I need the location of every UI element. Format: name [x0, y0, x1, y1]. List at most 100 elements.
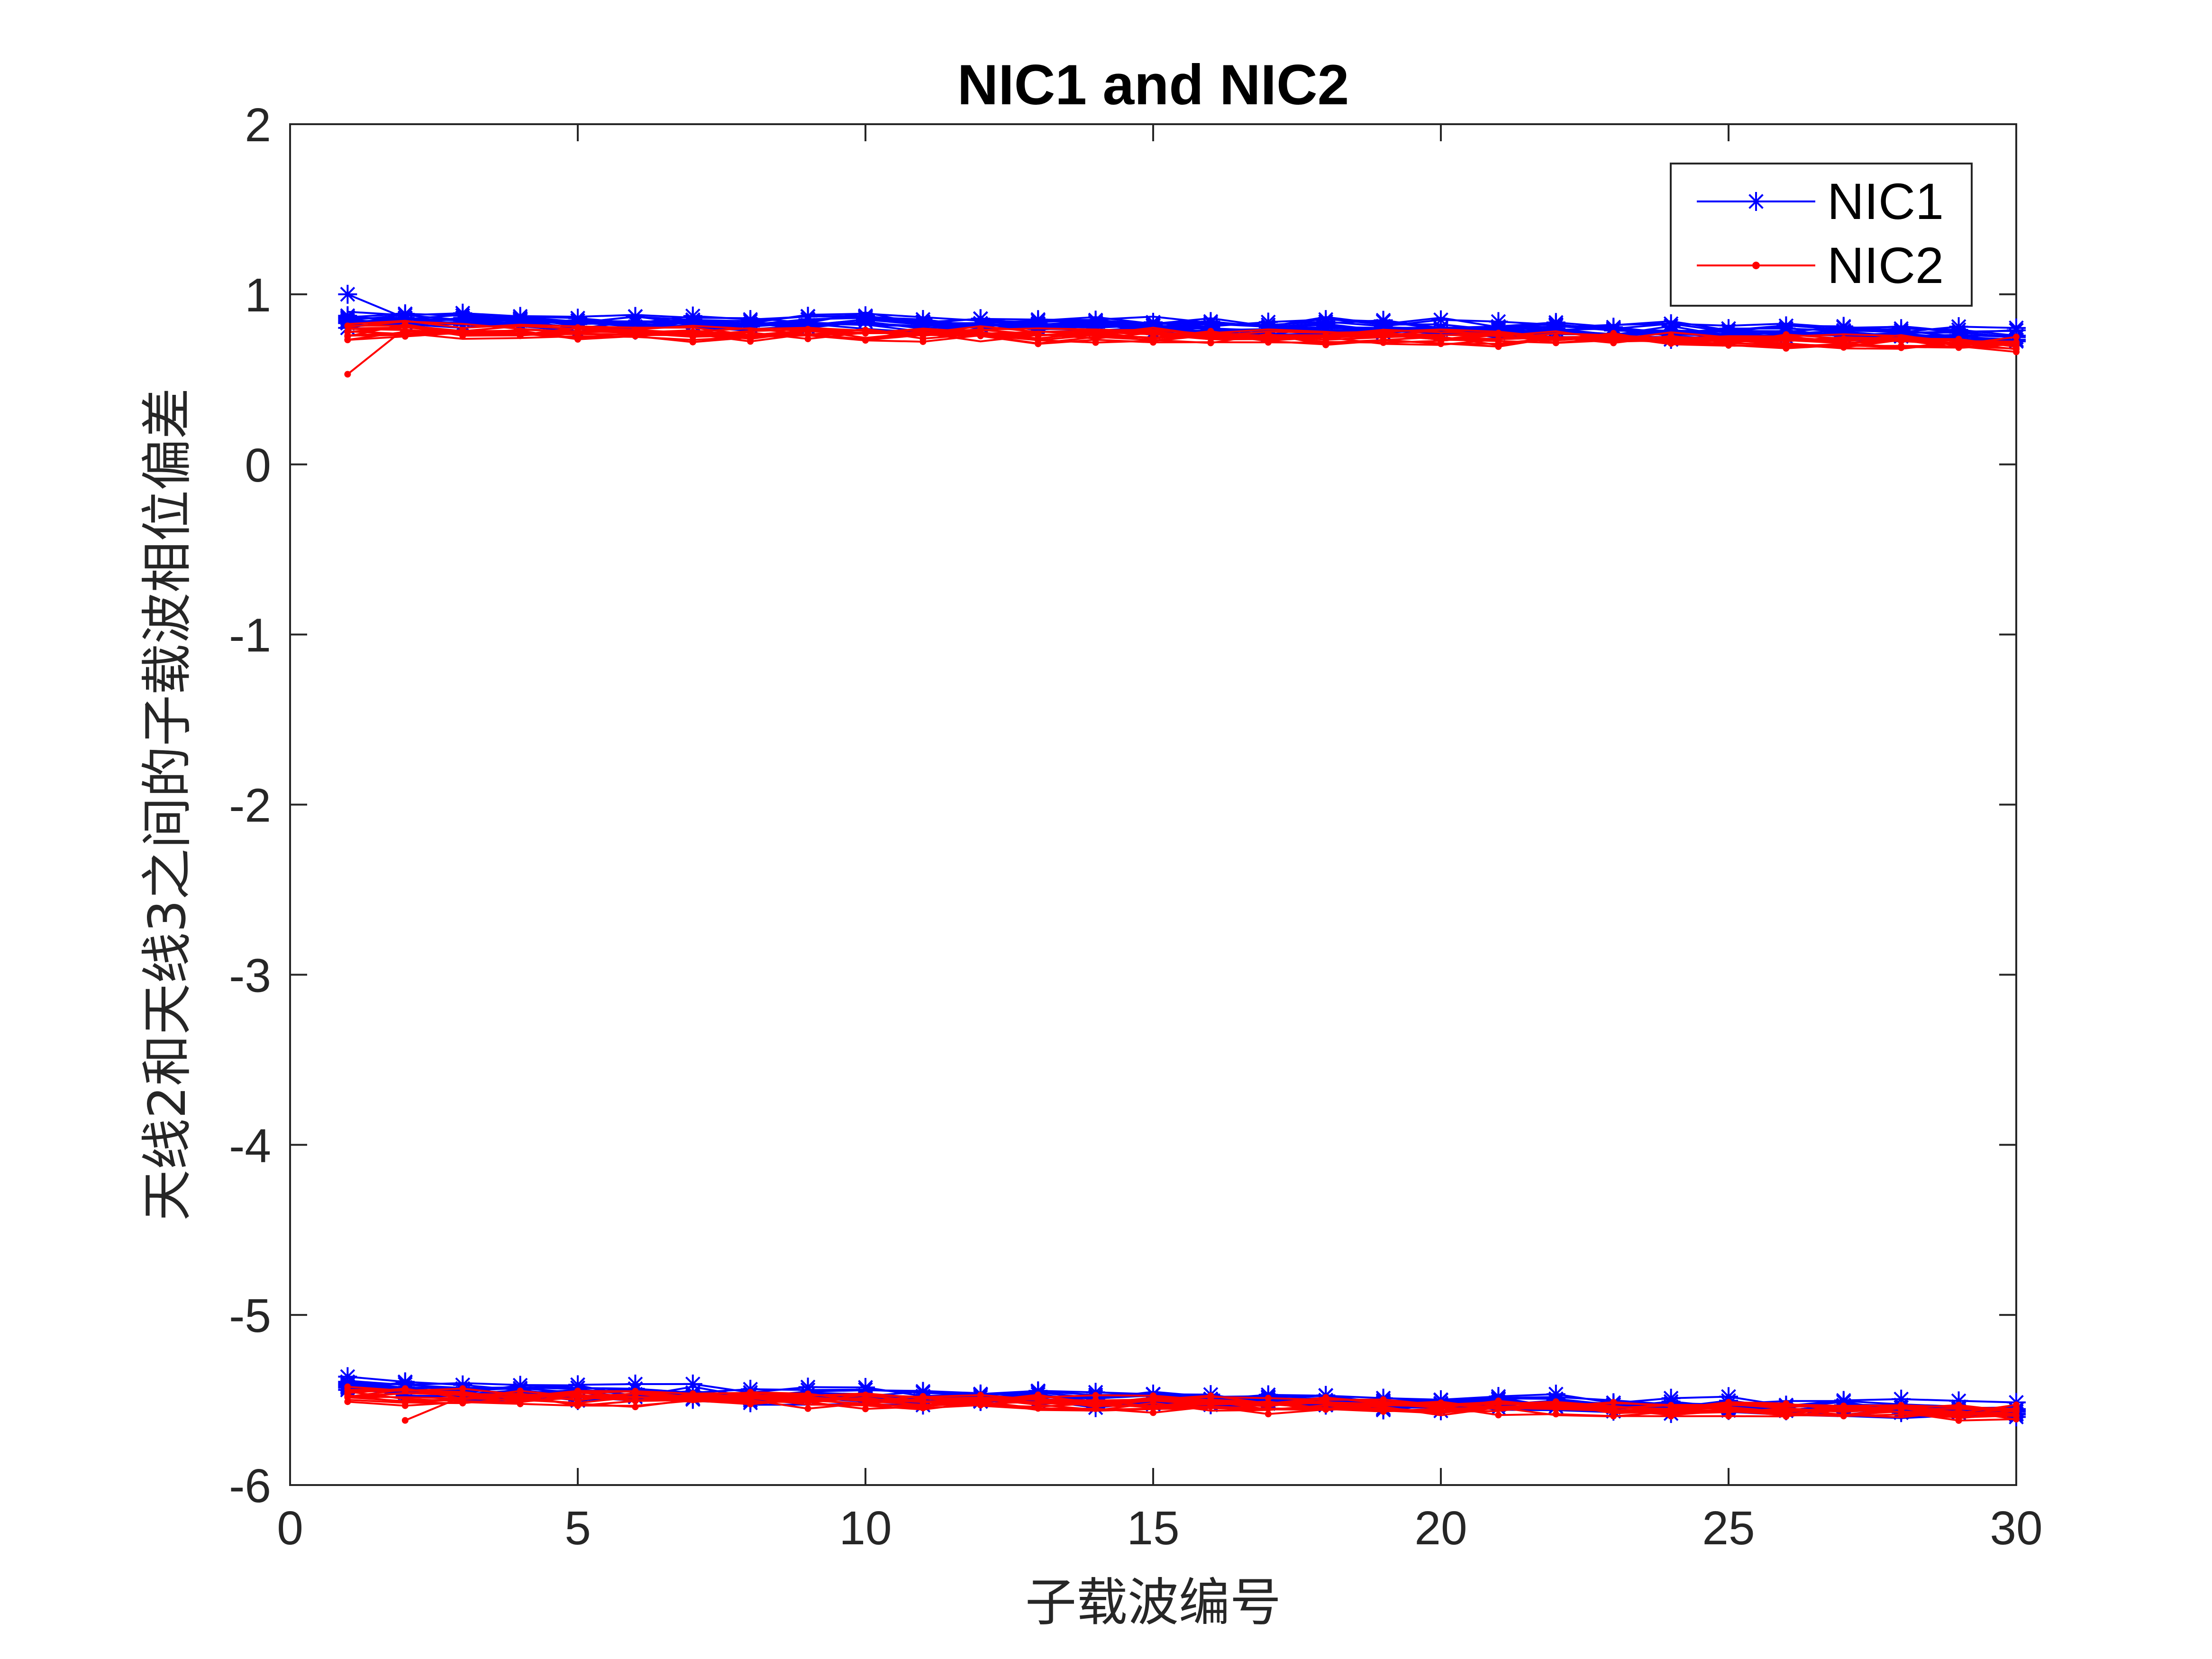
- x-tick-label: 15: [1127, 1502, 1179, 1555]
- series-nic2-point: [804, 335, 811, 342]
- y-axis-label: 天线2和天线3之间的子载波相位偏差: [138, 388, 197, 1221]
- y-tick-label: -2: [229, 779, 271, 832]
- series-nic2-point: [747, 329, 754, 336]
- series-nic2-point: [344, 337, 351, 344]
- series-nic2-point: [689, 330, 696, 337]
- series-nic2-point: [1438, 1407, 1444, 1414]
- series-nic2-point: [1955, 336, 1962, 343]
- series-nic2-point: [1207, 328, 1214, 335]
- series-nic2-point: [1783, 1400, 1790, 1407]
- series-nic2-point: [977, 332, 984, 339]
- outlier-segment: [347, 293, 406, 319]
- series-nic2-point: [2013, 333, 2020, 340]
- series-nic2-point: [1380, 1407, 1387, 1414]
- series-nic2-line: [347, 1394, 2017, 1422]
- series-nic2-point: [2013, 1416, 2020, 1423]
- series-nic2-point: [1610, 1413, 1617, 1420]
- series-nic2-point: [2013, 1404, 2020, 1412]
- series-nic2-point: [459, 1395, 466, 1402]
- series-nic2-point: [1150, 1409, 1156, 1416]
- series-nic2-point: [804, 326, 811, 333]
- series-nic2-point: [862, 1405, 869, 1413]
- series-nic2-point: [1783, 335, 1790, 342]
- series-nic2-point: [919, 338, 927, 345]
- series-nic2-point: [2013, 343, 2020, 350]
- series-nic2-line: [347, 330, 2017, 353]
- series-nic2-point: [632, 329, 639, 336]
- series-nic2-point: [1495, 1412, 1502, 1419]
- series-nic2-point: [1610, 335, 1617, 342]
- outlier-point: [401, 1417, 409, 1424]
- legend-nic2-label: NIC2: [1827, 237, 1944, 294]
- series-nic2-point: [1955, 1411, 1962, 1418]
- chart-title: NIC1 and NIC2: [957, 53, 1349, 117]
- series-nic1-point: [338, 306, 357, 326]
- outlier-point: [344, 371, 351, 378]
- outlier-point: [338, 284, 357, 304]
- series-nic2-line: [347, 332, 2017, 350]
- y-tick-label: -6: [229, 1459, 271, 1513]
- y-tick-label: -5: [229, 1289, 271, 1342]
- legend-nic1-marker: [1747, 192, 1766, 211]
- series-nic1-point: [1029, 314, 1048, 333]
- y-tick-label: -3: [229, 949, 271, 1002]
- series-nic2-point: [1035, 340, 1042, 347]
- x-axis-label: 子载波编号: [1025, 1573, 1281, 1632]
- series-nic2-point: [804, 1390, 811, 1397]
- legend-nic1-label: NIC1: [1827, 173, 1944, 230]
- series-nic2-line: [347, 1391, 2017, 1416]
- series-nic2-point: [344, 1383, 351, 1390]
- series-nic2-point: [804, 1405, 811, 1412]
- series-nic2-point: [1725, 1413, 1732, 1420]
- series-nic2-point: [1898, 342, 1905, 349]
- series-nic2-point: [1092, 333, 1099, 340]
- series-nic2-point: [862, 327, 869, 334]
- series-nic2-line: [347, 326, 2017, 349]
- series-nic2-point: [1265, 330, 1272, 337]
- x-tick-label: 20: [1414, 1502, 1467, 1555]
- series-nic2-point: [1955, 1402, 1962, 1409]
- x-tick-label: 25: [1702, 1502, 1755, 1555]
- series-nic2-point: [1380, 337, 1387, 344]
- series-nic1-line: [347, 1376, 2017, 1407]
- series-nic2-point: [459, 329, 466, 336]
- series-nic2-point: [401, 1398, 409, 1405]
- tick-layer: 0 5 10 15 20 25 30 -6 -5 -4 -3 -2 -1 0 1 2: [229, 99, 2043, 1555]
- series-nic2-point: [1092, 1396, 1099, 1404]
- series-nic2-point: [1552, 1411, 1559, 1418]
- series-nic2-point: [1495, 1397, 1502, 1404]
- series-layer: [338, 284, 2026, 1427]
- series-nic2-point: [632, 1395, 639, 1402]
- series-nic2-point: [344, 1394, 351, 1401]
- outlier-segment: [405, 1395, 463, 1422]
- series-nic2-point: [1322, 1398, 1329, 1405]
- series-nic2-point: [1552, 1405, 1559, 1413]
- series-nic2-point: [1265, 1395, 1272, 1402]
- series-nic2-point: [1783, 1410, 1790, 1417]
- series-nic2-point: [1207, 1396, 1214, 1403]
- series-nic2-point: [1092, 339, 1099, 346]
- series-nic2-point: [2013, 348, 2020, 356]
- series-nic2-point: [1725, 340, 1732, 347]
- y-tick-label: -4: [229, 1119, 271, 1172]
- series-nic2: [344, 319, 2020, 1424]
- y-tick-label: 1: [245, 269, 271, 322]
- series-nic2-point: [747, 1401, 754, 1408]
- series-nic2-point: [919, 1404, 927, 1412]
- series-nic2-point: [1610, 1407, 1617, 1414]
- series-nic2-point: [1207, 339, 1214, 346]
- x-tick-label: 30: [1990, 1502, 2042, 1555]
- series-nic2-point: [574, 1393, 581, 1400]
- series-nic2-point: [1725, 1399, 1732, 1406]
- legend-nic2-marker: [1752, 262, 1760, 269]
- series-nic2-point: [1265, 1411, 1272, 1418]
- x-tick-label: 10: [839, 1502, 892, 1555]
- series-nic2-point: [1495, 343, 1502, 350]
- series-nic2-point: [689, 1391, 696, 1398]
- series-nic2-point: [459, 1385, 466, 1392]
- x-tick-label: 5: [564, 1502, 591, 1555]
- y-tick-label: 0: [245, 439, 271, 492]
- series-nic2-point: [1955, 343, 1962, 350]
- x-tick-label: 0: [277, 1502, 303, 1555]
